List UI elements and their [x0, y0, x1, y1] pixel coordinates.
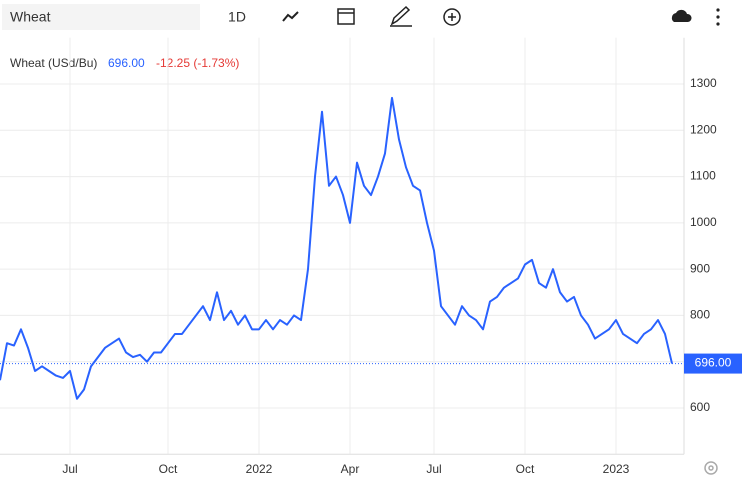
x-tick-label: Oct: [516, 462, 535, 476]
y-tick-label: 900: [690, 261, 710, 275]
chart-type-icon[interactable]: [282, 11, 299, 22]
download-icon[interactable]: [671, 9, 692, 22]
last-price-box: [684, 353, 742, 374]
x-tick-label: 2023: [603, 462, 630, 476]
y-tick-label: 800: [690, 308, 710, 322]
search-box[interactable]: [2, 4, 200, 30]
y-tick-label: 1200: [690, 122, 717, 136]
y-tick-label: 1000: [690, 215, 717, 229]
settings-icon[interactable]: [704, 461, 718, 475]
price-line: [0, 96, 673, 400]
search-text[interactable]: Wheat: [10, 9, 51, 25]
last-price-label: 696.00: [695, 356, 732, 370]
x-tick-label: 2022: [246, 462, 273, 476]
x-tick-label: Jul: [62, 462, 77, 476]
x-tick-label: Apr: [341, 462, 360, 476]
y-tick-label: 1100: [690, 169, 716, 183]
last-price: 696.00: [108, 56, 145, 70]
add-icon[interactable]: [443, 8, 461, 26]
y-tick-label: 1300: [690, 76, 717, 90]
y-tick-label: 600: [690, 400, 710, 414]
x-tick-label: Jul: [426, 462, 441, 476]
interval-button[interactable]: 1D: [228, 9, 246, 25]
calendar-icon[interactable]: [337, 8, 355, 25]
plot-area: 6007008009001000110012001300JulOct2022Ap…: [0, 37, 742, 476]
price-change: -12.25 (-1.73%): [156, 56, 239, 70]
instrument-name: Wheat (USd/Bu): [10, 56, 97, 70]
menu-icon[interactable]: [716, 8, 720, 26]
x-tick-label: Oct: [159, 462, 178, 476]
draw-icon[interactable]: [390, 5, 412, 27]
